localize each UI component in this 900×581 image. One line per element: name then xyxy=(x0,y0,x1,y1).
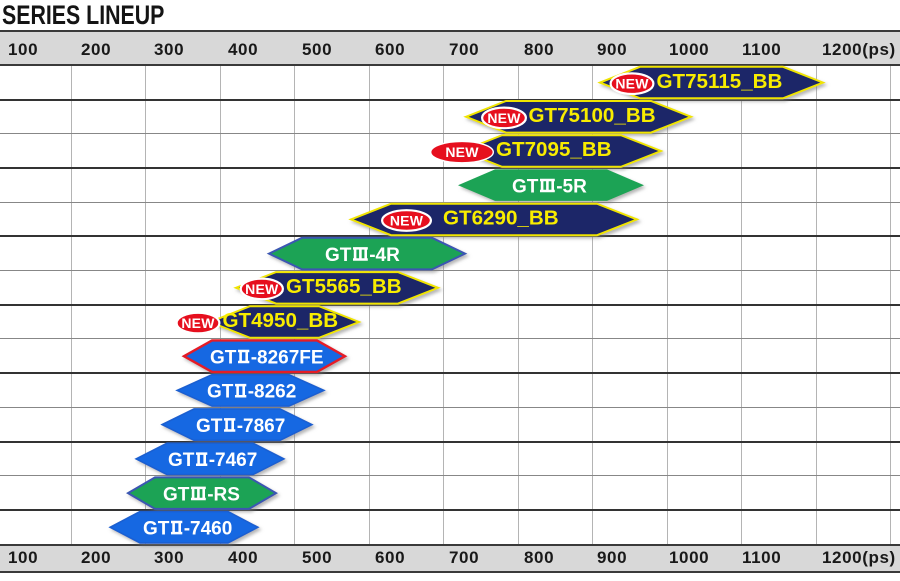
svg-text:-8267FE: -8267FE xyxy=(251,347,324,368)
svg-text:GT: GT xyxy=(143,519,170,540)
svg-text:GT: GT xyxy=(207,382,234,403)
svg-text:GT5565_BB: GT5565_BB xyxy=(286,275,402,298)
svg-text:GT: GT xyxy=(168,450,195,471)
svg-text:GT7095_BB: GT7095_BB xyxy=(496,138,612,161)
svg-text:GT75115_BB: GT75115_BB xyxy=(657,70,783,93)
svg-text:-5R: -5R xyxy=(556,176,587,197)
svg-text:GT4950_BB: GT4950_BB xyxy=(223,309,339,332)
svg-text:GT: GT xyxy=(325,245,352,266)
svg-text:NEW: NEW xyxy=(487,110,521,126)
svg-text:GT75100_BB: GT75100_BB xyxy=(529,104,656,127)
svg-text:NEW: NEW xyxy=(245,281,279,297)
svg-text:GT6290_BB: GT6290_BB xyxy=(443,207,559,230)
svg-text:GT: GT xyxy=(163,484,190,505)
svg-text:NEW: NEW xyxy=(390,212,424,228)
svg-text:NEW: NEW xyxy=(445,144,479,160)
svg-text:-RS: -RS xyxy=(207,484,240,505)
svg-text:-7867: -7867 xyxy=(237,416,286,437)
svg-text:NEW: NEW xyxy=(615,76,649,92)
svg-text:GT: GT xyxy=(512,176,539,197)
svg-text:-8262: -8262 xyxy=(248,382,297,403)
svg-text:GT: GT xyxy=(210,347,237,368)
svg-text:-7467: -7467 xyxy=(209,450,258,471)
svg-text:-4R: -4R xyxy=(369,245,400,266)
svg-text:GT: GT xyxy=(196,416,223,437)
svg-text:NEW: NEW xyxy=(181,315,215,331)
svg-text:-7460: -7460 xyxy=(184,519,233,540)
